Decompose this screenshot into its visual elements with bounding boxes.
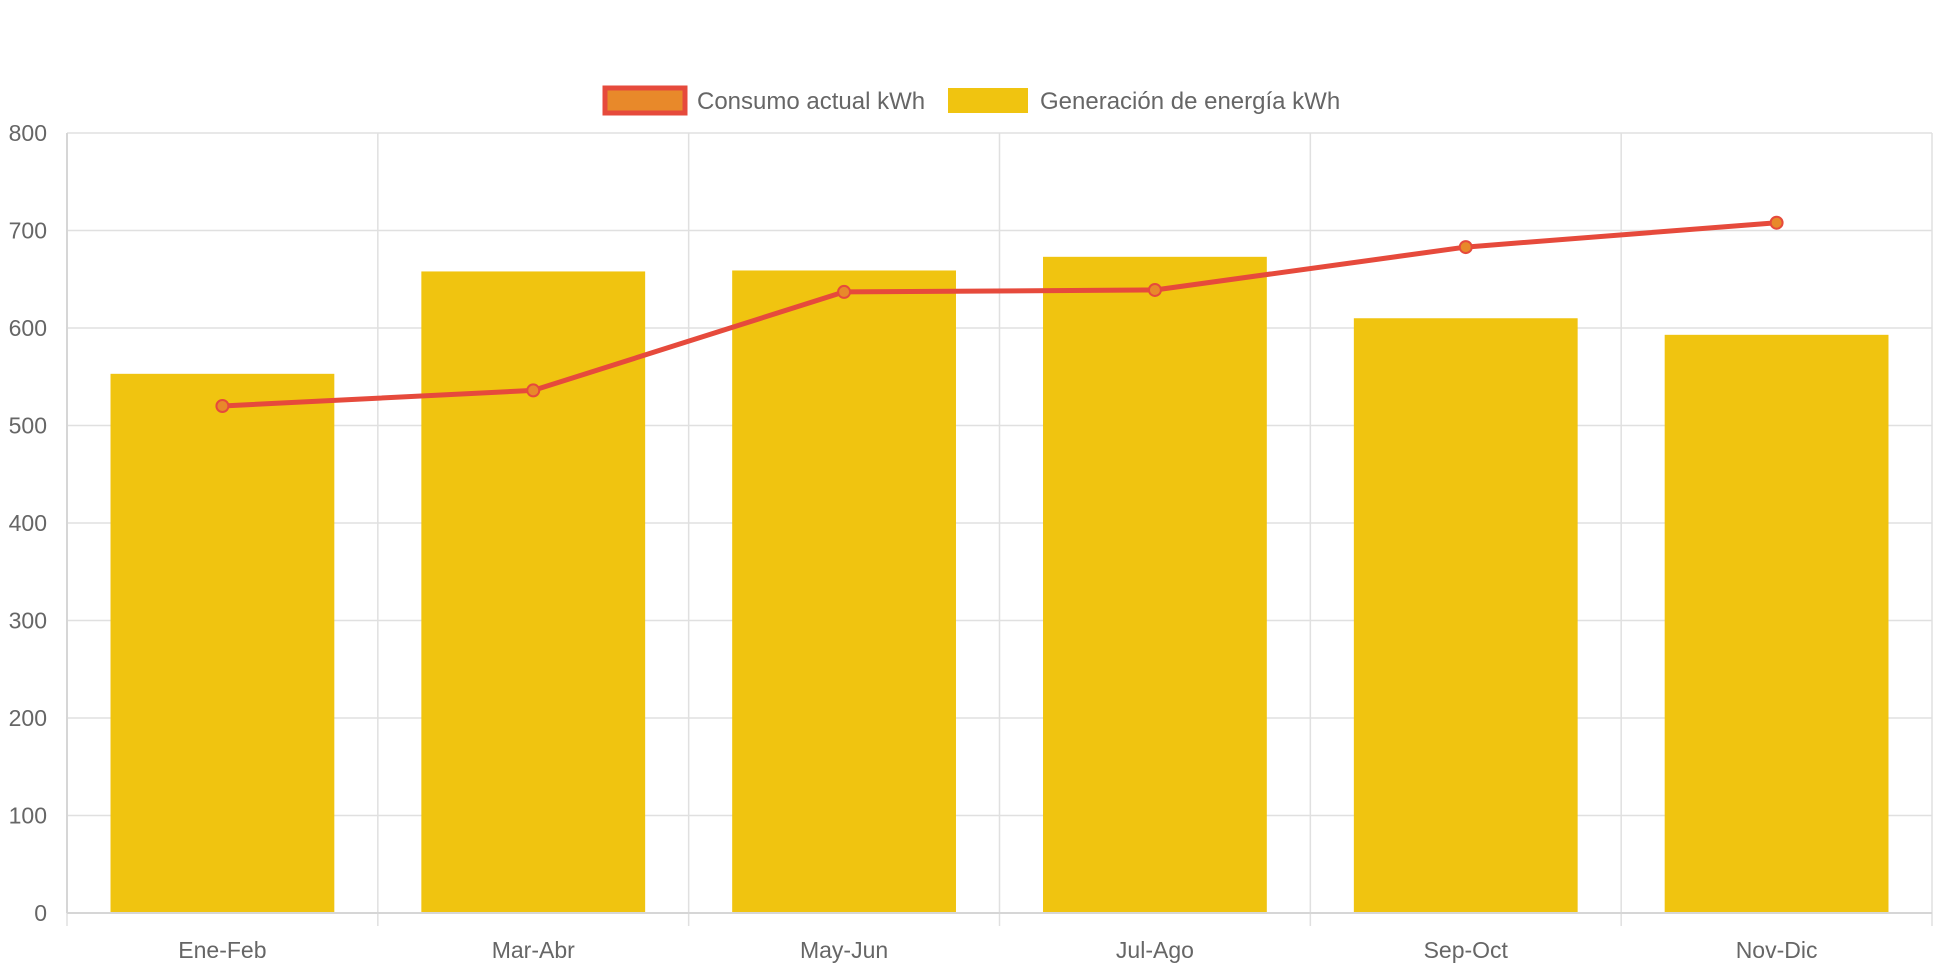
bar-ene-feb xyxy=(110,373,335,913)
grid xyxy=(66,132,1933,926)
consumo-point-jul-ago xyxy=(1147,282,1162,297)
y-tick-label: 100 xyxy=(9,803,47,829)
legend-swatch-consumo xyxy=(602,85,688,116)
y-tick-label: 0 xyxy=(34,900,47,926)
y-tick-label: 200 xyxy=(9,705,47,731)
x-tick-label: Nov-Dic xyxy=(1736,937,1818,963)
consumo-point-sep-oct xyxy=(1458,240,1473,255)
consumo-point-may-jun xyxy=(837,284,852,299)
bar-may-jun xyxy=(732,270,956,914)
legend-label-consumo: Consumo actual kWh xyxy=(697,88,925,115)
y-tick-label: 500 xyxy=(9,413,47,439)
axes: 0 100 200 300 400 500 600 700 800 Ene-Feb Mar-Abr M… xyxy=(9,120,1932,963)
consumo-point-ene-feb xyxy=(215,399,230,413)
x-tick-label: Mar-Abr xyxy=(492,937,575,963)
bar-nov-dic xyxy=(1664,334,1889,913)
legend-label-generacion: Generación de energía kWh xyxy=(1040,88,1340,115)
legend: Consumo actual kWh Generación de energía … xyxy=(602,85,1340,116)
y-tick-label: 700 xyxy=(9,218,47,244)
bar-jul-ago xyxy=(1043,256,1267,913)
consumo-line xyxy=(219,220,1780,409)
x-tick-label: Ene-Feb xyxy=(178,937,266,963)
x-tick-label: Jul-Ago xyxy=(1116,937,1194,963)
y-tick-label: 300 xyxy=(9,608,47,634)
line-series xyxy=(215,215,1784,413)
bar-series xyxy=(110,256,1889,914)
x-tick-label: May-Jun xyxy=(800,937,888,963)
y-tick-label: 600 xyxy=(9,315,47,341)
bar-sep-oct xyxy=(1353,318,1578,913)
y-tick-label: 400 xyxy=(9,510,47,536)
legend-swatch-generacion xyxy=(948,88,1028,113)
x-tick-label: Sep-Oct xyxy=(1424,937,1509,963)
consumo-point-nov-dic xyxy=(1769,215,1784,230)
bar-mar-abr xyxy=(421,271,646,913)
y-tick-label: 800 xyxy=(9,120,47,146)
consumo-point-mar-abr xyxy=(526,383,541,398)
